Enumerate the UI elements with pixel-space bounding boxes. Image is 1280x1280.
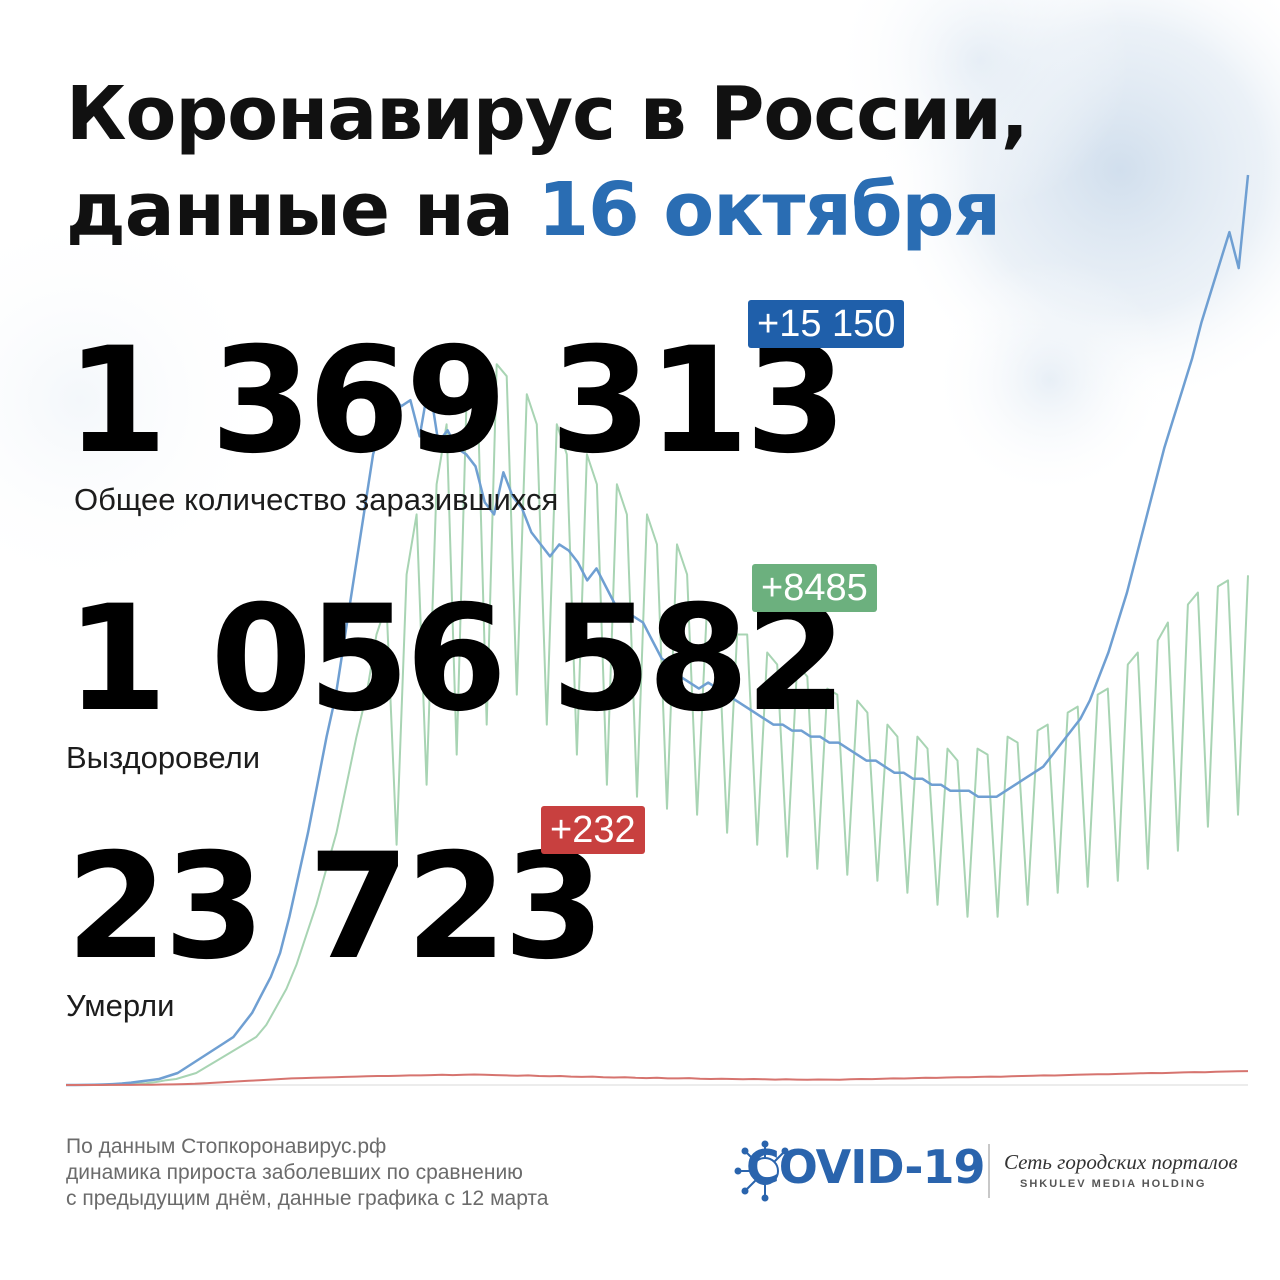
title-date: 16 октября (537, 167, 1001, 253)
title-line2: данные на 16 октября (66, 162, 1028, 258)
virus-icon (734, 1140, 789, 1202)
title-prefix: данные на (66, 167, 538, 253)
recovered-value: 1 056 582 (66, 574, 847, 744)
recovered-label: Выздоровели (66, 740, 261, 775)
deaths-label: Умерли (66, 988, 175, 1023)
infected-label: Общее количество заразившихся (74, 482, 559, 517)
source-line2: динамика прироста заболевших по сравнени… (66, 1161, 523, 1184)
logo-holding: SHKULEV MEDIA HOLDING (1020, 1178, 1207, 1190)
title-line1: Коронавирус в России, (66, 71, 1029, 157)
covid19-logo: COVID-19 Сеть городских порталов SHKULEV… (730, 1136, 1238, 1206)
source-note: По данным Стопкоронавирус.рф динамика пр… (66, 1134, 548, 1212)
deaths-value: 23 723 (66, 822, 605, 992)
deaths-delta-badge: +232 (541, 806, 645, 854)
logo-name: COVID-19 (746, 1140, 985, 1194)
recovered-line (66, 363, 1249, 1086)
page-title: Коронавирус в России, данные на 16 октяб… (66, 66, 1029, 258)
infected-delta-badge: +15 150 (748, 300, 905, 348)
source-line3: с предыдущим днём, данные графика с 12 м… (66, 1187, 549, 1210)
series-layer (66, 174, 1250, 1087)
infected-line (66, 174, 1250, 1087)
deaths-line (66, 1070, 1249, 1086)
logo-divider (988, 1144, 990, 1198)
source-line1: По данным Стопкоронавирус.рф (66, 1135, 387, 1158)
logo-network: Сеть городских порталов (1004, 1150, 1238, 1174)
infected-value: 1 369 313 (66, 316, 847, 486)
recovered-delta-badge: +8485 (752, 564, 877, 612)
